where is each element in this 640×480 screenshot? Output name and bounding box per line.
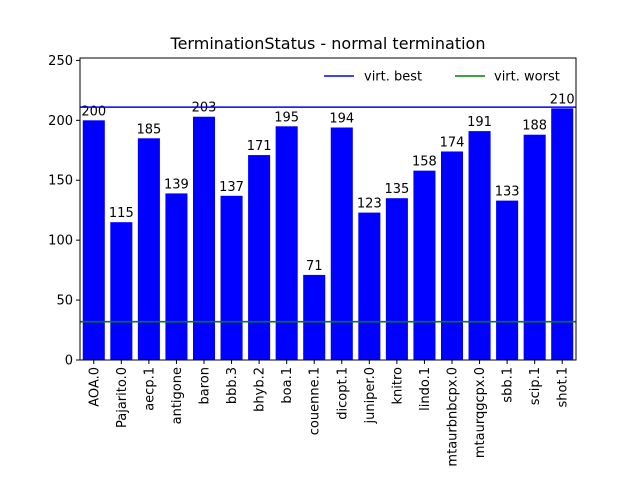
- data-label: 210: [550, 92, 575, 107]
- y-tick-label: 50: [56, 294, 73, 309]
- bar: [303, 274, 326, 360]
- bar: [248, 155, 271, 360]
- y-axis: 0 50 100 150 200 250: [48, 54, 80, 369]
- x-tick-label: shot.1: [556, 367, 571, 407]
- bar: [496, 200, 519, 360]
- bar: [192, 116, 216, 360]
- data-label: 194: [329, 112, 354, 127]
- legend: virt. best virt. worst: [324, 70, 560, 85]
- bar: [551, 108, 574, 360]
- bar: [110, 222, 133, 360]
- data-label: 174: [440, 135, 465, 150]
- bar: [385, 198, 408, 360]
- x-tick-label: bbb.3: [225, 367, 240, 404]
- bar: [82, 120, 105, 360]
- plot-frame: [79, 57, 577, 361]
- x-tick-label: dicopt.1: [335, 367, 350, 420]
- x-tick-label: sbb.1: [501, 367, 516, 403]
- data-label: 191: [467, 115, 492, 130]
- bar: [358, 212, 381, 360]
- bar: [330, 127, 353, 360]
- x-tick-label: scip.1: [528, 367, 543, 405]
- data-label: 135: [384, 182, 409, 197]
- bars: [82, 108, 574, 360]
- x-tick-label: couenne.1: [308, 367, 323, 435]
- x-tick-label: AOA.0: [87, 367, 102, 407]
- x-tick-label: lindo.1: [418, 367, 433, 411]
- data-label: 158: [412, 155, 437, 170]
- bar: [137, 138, 160, 360]
- y-tick-label: 0: [65, 354, 73, 369]
- x-tick-label: bhyb.2: [253, 367, 268, 412]
- bar: [523, 134, 546, 360]
- bar: [440, 151, 464, 360]
- y-tick-label: 200: [48, 114, 73, 129]
- x-tick-label: mtaurbnbcpx.0: [446, 367, 461, 467]
- x-tick-label: knitro: [390, 367, 405, 405]
- data-label: 71: [306, 259, 323, 274]
- legend-label: virt. worst: [494, 70, 560, 85]
- data-label: 137: [219, 180, 244, 195]
- data-label: 188: [522, 119, 547, 134]
- bar: [220, 195, 243, 360]
- x-tick-label: juniper.0: [363, 367, 378, 425]
- data-label: 139: [164, 177, 189, 192]
- data-label: 195: [274, 110, 299, 125]
- reference-lines: [80, 106, 576, 323]
- y-tick-label: 250: [48, 54, 73, 69]
- x-tick-label: aecp.1: [142, 367, 157, 411]
- x-tick-label: antigone: [170, 367, 185, 424]
- bar: [413, 170, 436, 360]
- data-label: 200: [81, 104, 106, 119]
- x-tick-label: mtaurqgcpx.0: [473, 367, 488, 458]
- data-label: 133: [495, 185, 520, 200]
- bar: [468, 131, 491, 360]
- y-tick-label: 150: [48, 174, 73, 189]
- bar: [275, 126, 298, 360]
- x-tick-label: baron: [198, 367, 213, 404]
- x-tick-label: Pajarito.0: [115, 367, 130, 428]
- x-tick-label: boa.1: [280, 367, 295, 404]
- legend-label: virt. best: [364, 70, 422, 85]
- y-tick-label: 100: [48, 234, 73, 249]
- bar: [165, 193, 188, 360]
- data-label: 123: [357, 197, 382, 212]
- data-label: 171: [247, 139, 272, 154]
- data-label: 115: [109, 206, 134, 221]
- chart-title: TerminationStatus - normal termination: [170, 34, 486, 53]
- data-label: 185: [136, 122, 161, 137]
- data-label: 203: [192, 101, 217, 116]
- x-axis: AOA.0 Pajarito.0 aecp.1 antigone baron bbb.3 b…: [87, 360, 571, 467]
